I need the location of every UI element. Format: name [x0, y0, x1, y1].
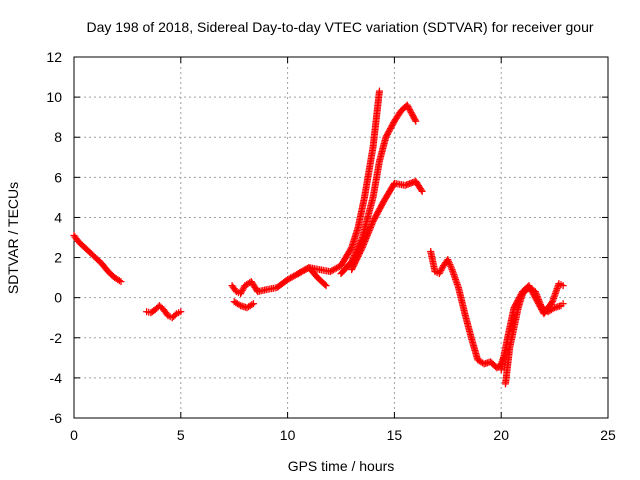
- y-tick-label: 6: [54, 169, 62, 185]
- y-tick-label: 8: [54, 129, 62, 145]
- data-point: [527, 286, 535, 294]
- data-point: [530, 291, 538, 299]
- y-tick-label: -6: [50, 410, 63, 426]
- data-point: [417, 186, 425, 194]
- data-point: [445, 257, 453, 265]
- data-point: [235, 301, 243, 309]
- data-point: [559, 300, 567, 308]
- data-point: [529, 289, 537, 297]
- data-point: [527, 285, 535, 293]
- y-axis-label: SDTVAR / TECUs: [5, 182, 21, 294]
- x-tick-label: 5: [177, 427, 185, 443]
- x-axis-label: GPS time / hours: [288, 458, 395, 474]
- y-tick-labels: -6 -4 -2 0 2 4 6 8 10 12: [46, 49, 62, 426]
- data-point: [446, 261, 454, 269]
- y-tick-label: 4: [54, 209, 62, 225]
- x-tick-label: 0: [70, 427, 78, 443]
- data-point: [411, 116, 419, 124]
- y-tick-label: -2: [50, 330, 63, 346]
- x-tick-labels: 0 5 10 15 20 25: [70, 427, 616, 443]
- data-point: [248, 301, 256, 309]
- data-point: [375, 87, 383, 95]
- y-tick-label: 10: [46, 89, 62, 105]
- data-point: [117, 278, 125, 286]
- data-point: [412, 117, 420, 125]
- data-point: [171, 311, 179, 319]
- data-points: [70, 87, 567, 388]
- y-tick-label: -4: [50, 370, 63, 386]
- y-tick-label: 0: [54, 290, 62, 306]
- data-point: [322, 282, 330, 290]
- x-tick-label: 25: [600, 427, 616, 443]
- x-tick-label: 20: [493, 427, 509, 443]
- x-tick-label: 15: [387, 427, 403, 443]
- data-point: [526, 283, 534, 291]
- data-point: [445, 259, 453, 267]
- data-point: [559, 282, 567, 290]
- chart-title: Day 198 of 2018, Sidereal Day-to-day VTE…: [86, 19, 593, 35]
- plot-frame: [73, 56, 609, 419]
- data-point: [528, 288, 536, 296]
- data-point: [115, 277, 123, 285]
- data-point: [358, 245, 366, 253]
- data-point: [447, 262, 455, 270]
- grid-lines: [74, 57, 608, 418]
- data-point: [177, 308, 185, 316]
- data-point: [525, 282, 533, 290]
- data-point: [418, 187, 426, 195]
- data-point: [444, 256, 452, 264]
- y-tick-label: 12: [46, 49, 62, 65]
- data-point: [249, 300, 257, 308]
- data-point: [447, 264, 455, 272]
- x-tick-label: 10: [280, 427, 296, 443]
- data-point: [321, 280, 329, 288]
- y-tick-label: 2: [54, 250, 62, 266]
- axis-ticks: [73, 56, 609, 419]
